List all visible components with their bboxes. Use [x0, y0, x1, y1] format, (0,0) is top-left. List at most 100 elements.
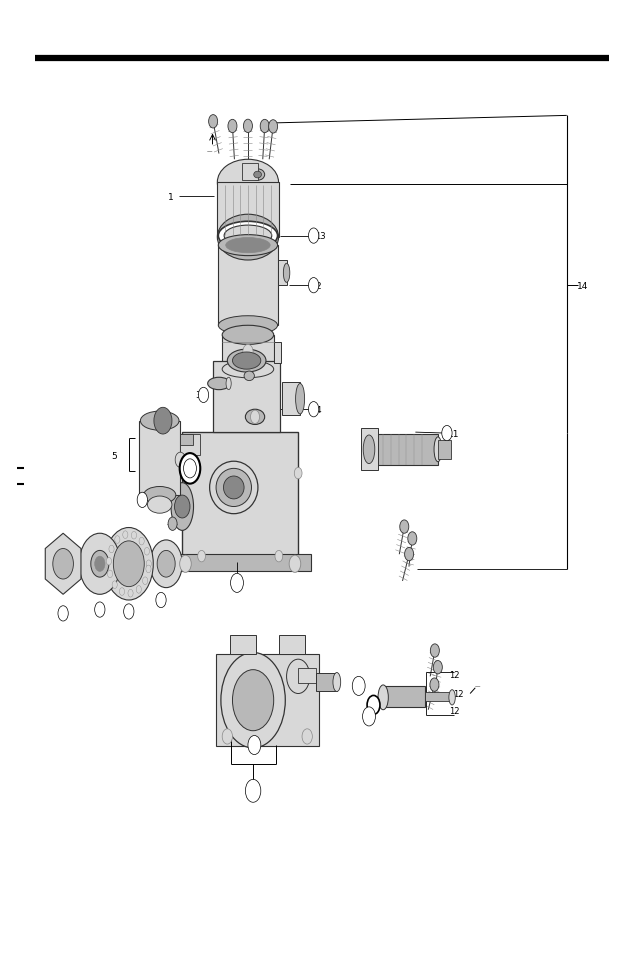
Ellipse shape [251, 170, 265, 181]
Circle shape [180, 454, 200, 484]
Text: 2: 2 [316, 281, 321, 291]
Bar [438, 440, 451, 459]
Bar [298, 668, 316, 683]
Ellipse shape [434, 437, 442, 462]
Bar [316, 674, 337, 691]
Circle shape [157, 551, 175, 578]
Circle shape [245, 780, 261, 802]
Circle shape [139, 537, 144, 545]
Bar [180, 435, 193, 446]
Ellipse shape [218, 316, 278, 335]
Circle shape [150, 540, 182, 588]
Circle shape [433, 660, 442, 674]
Text: 12: 12 [354, 681, 365, 691]
Circle shape [106, 558, 111, 565]
Ellipse shape [207, 377, 231, 391]
Text: 9: 9 [158, 596, 164, 605]
Text: 14: 14 [577, 281, 589, 291]
Circle shape [228, 120, 237, 133]
Polygon shape [45, 534, 81, 595]
Circle shape [115, 537, 120, 544]
Ellipse shape [218, 235, 278, 256]
Circle shape [128, 590, 133, 598]
Text: 12: 12 [449, 706, 459, 716]
Polygon shape [247, 375, 258, 414]
Circle shape [251, 411, 260, 424]
Bar [180, 435, 200, 456]
Circle shape [231, 574, 243, 593]
Ellipse shape [226, 377, 231, 391]
Circle shape [113, 541, 144, 587]
Circle shape [108, 571, 113, 578]
Bar [383, 686, 425, 707]
Circle shape [308, 229, 319, 244]
Circle shape [79, 534, 120, 595]
Bar [274, 343, 281, 364]
Text: 1: 1 [168, 193, 173, 202]
Ellipse shape [217, 160, 278, 206]
Bar [282, 382, 300, 416]
Circle shape [198, 551, 205, 562]
Text: 11: 11 [448, 429, 459, 438]
Ellipse shape [222, 326, 274, 345]
Circle shape [352, 677, 365, 696]
Circle shape [232, 670, 274, 731]
Ellipse shape [449, 690, 455, 705]
Ellipse shape [171, 483, 193, 531]
Circle shape [243, 120, 252, 133]
Ellipse shape [363, 436, 375, 464]
Circle shape [275, 551, 283, 562]
Bar [213, 361, 280, 433]
Circle shape [222, 729, 232, 744]
Circle shape [154, 408, 172, 435]
Ellipse shape [216, 469, 251, 507]
Circle shape [269, 121, 278, 134]
Ellipse shape [140, 412, 179, 431]
Text: 12: 12 [449, 670, 459, 679]
Text: 13: 13 [316, 232, 326, 241]
Bar [218, 183, 278, 238]
Bar [218, 246, 278, 326]
Circle shape [404, 548, 413, 561]
Circle shape [95, 557, 105, 572]
Circle shape [142, 578, 147, 585]
Text: 7: 7 [97, 605, 102, 615]
Circle shape [184, 459, 196, 478]
Ellipse shape [283, 264, 290, 283]
Text: 6: 6 [61, 609, 66, 618]
Ellipse shape [147, 497, 172, 514]
Circle shape [289, 556, 301, 573]
Ellipse shape [244, 372, 254, 381]
Text: 10: 10 [231, 578, 243, 588]
Bar [278, 261, 287, 286]
Circle shape [91, 551, 109, 578]
Text: 12: 12 [453, 689, 464, 699]
Circle shape [198, 388, 209, 403]
Circle shape [430, 644, 439, 658]
Text: —: — [207, 149, 212, 154]
Ellipse shape [296, 384, 305, 415]
Bar [425, 692, 452, 701]
Bar [182, 433, 298, 562]
Circle shape [294, 468, 302, 479]
Text: 8: 8 [126, 607, 131, 617]
Circle shape [248, 736, 261, 755]
Circle shape [180, 556, 191, 573]
Text: 12: 12 [249, 740, 260, 750]
Ellipse shape [222, 361, 274, 378]
Circle shape [131, 532, 137, 539]
Text: 12: 12 [364, 712, 375, 721]
Text: 5: 5 [140, 496, 146, 505]
Circle shape [221, 653, 285, 748]
Circle shape [124, 604, 134, 619]
Ellipse shape [378, 685, 388, 710]
Ellipse shape [218, 222, 278, 251]
Circle shape [430, 679, 439, 692]
Ellipse shape [224, 226, 272, 247]
Circle shape [146, 565, 151, 573]
Circle shape [53, 549, 73, 579]
Circle shape [308, 402, 319, 417]
Circle shape [119, 588, 124, 596]
Circle shape [58, 606, 68, 621]
Circle shape [137, 493, 147, 508]
